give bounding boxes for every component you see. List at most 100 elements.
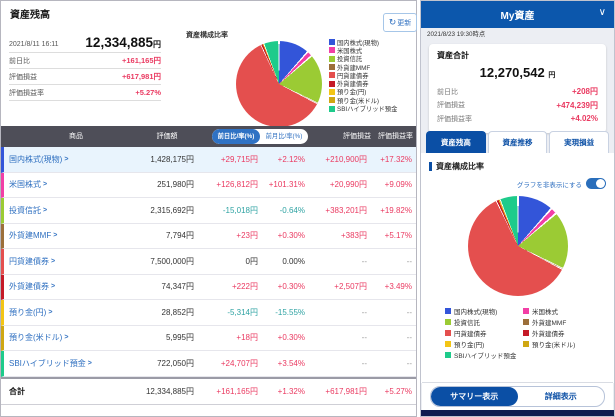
tab-realized-pl[interactable]: 実現損益	[549, 131, 610, 153]
chevron-right-icon: >	[64, 155, 69, 163]
product-link[interactable]: 米国株式	[9, 180, 41, 190]
total-pl: +617,981円	[325, 386, 367, 396]
summary-row-value: +4.02%	[570, 114, 598, 124]
summary-row-value: +161,165円	[122, 56, 161, 65]
toggle-day-rate[interactable]: 前日比/率(%)	[212, 129, 260, 144]
product-link[interactable]: 円貨建債券	[9, 256, 49, 266]
table-row[interactable]: 預り金(米ドル) >5,995円 +18円 +0.30% -- --	[1, 325, 416, 351]
product-link[interactable]: SBIハイブリッド預金	[9, 358, 86, 368]
summary-row: 評価損益率 +5.27%	[9, 85, 161, 101]
graph-toggle-row: グラフを非表示にする	[421, 172, 614, 189]
summary-row-label: 評価損益率	[9, 89, 44, 97]
cell-pl: +2,507円	[334, 282, 367, 292]
table-row[interactable]: SBIハイブリッド預金 >722,050円 +24,707円 +3.54% -- --	[1, 351, 416, 377]
table-row[interactable]: 外貨建債券 >74,347円 +222円 +0.30% +2,507円 +3.49%	[1, 274, 416, 300]
chevron-right-icon: >	[51, 257, 56, 265]
legend-item: 国内株式(現物)	[329, 38, 397, 47]
legend-swatch	[329, 64, 335, 71]
summary-row-label: 前日比	[9, 57, 30, 65]
pc-asset-balance-panel: 資産残高 ↻ 更新 2021/8/11 16:11 12,334,885円 前日…	[0, 0, 417, 417]
timestamp: 2021/8/11 16:11	[9, 41, 59, 48]
legend-label: 米国株式	[532, 309, 558, 316]
cell-value: 7,794円	[165, 231, 194, 241]
cell-pl: --	[361, 307, 367, 317]
chevron-down-icon[interactable]: ∨	[598, 7, 606, 18]
legend-item: 外貨建MMF	[523, 318, 614, 327]
cell-pl_rate: +17.32%	[380, 154, 412, 164]
legend-swatch	[523, 308, 529, 314]
legend-label: SBIハイブリッド預金	[454, 353, 517, 360]
legend-item: 円貨建債券	[329, 71, 397, 80]
chevron-right-icon: >	[43, 181, 48, 189]
product-link[interactable]: 預り金(円)	[9, 307, 47, 317]
cell-day: +18円	[236, 333, 258, 343]
table-row[interactable]: 外貨建MMF >7,794円 +23円 +0.30% +383円 +5.17%	[1, 223, 416, 249]
graph-visibility-switch[interactable]	[586, 178, 606, 189]
pie-legend: 国内株式(現物) 米国株式 投資信託 外貨建MMF 円貨建債券 外貨建債券 預り金(円) 預り…	[329, 38, 397, 113]
table-row[interactable]: 預り金(円) >28,852円 -5,314円 -15.55% -- --	[1, 300, 416, 326]
legend-swatch	[329, 39, 335, 46]
legend-swatch	[329, 97, 335, 104]
legend-swatch	[329, 88, 335, 95]
col-header-pl: 評価損益	[343, 133, 371, 140]
legend-label: 預り金(円)	[454, 342, 485, 349]
legend-swatch	[329, 55, 335, 62]
detail-view-button[interactable]: 詳細表示	[544, 392, 577, 401]
refresh-button[interactable]: ↻ 更新	[383, 13, 417, 32]
toggle-month-rate[interactable]: 前月比/率(%)	[265, 133, 303, 140]
asset-table: 商品 評価額 前日比/率(%) 前月比/率(%) 評価損益 評価損益率 国内株式…	[1, 126, 416, 405]
cell-pl: +383円	[340, 231, 367, 241]
cell-day_rate: 0.00%	[282, 256, 305, 266]
summary-row-value: +474,239円	[556, 100, 598, 110]
product-name: 米国株式 >	[9, 179, 119, 190]
summary-row: 評価損益 +617,981円	[9, 69, 161, 85]
product-link[interactable]: 外貨建債券	[9, 282, 49, 292]
legend-item: 外貨建MMF	[329, 63, 397, 72]
legend-label: 預り金(米ドル)	[532, 342, 576, 349]
cell-value: 722,050円	[157, 358, 194, 368]
tab-asset-balance[interactable]: 資産残高	[426, 131, 486, 153]
chevron-right-icon: >	[53, 232, 58, 240]
product-link[interactable]: 外貨建MMF	[9, 231, 52, 241]
table-row[interactable]: 円貨建債券 >7,500,000円 0円 0.00% -- --	[1, 249, 416, 275]
legend-swatch	[523, 341, 529, 347]
product-name: 外貨建MMF >	[9, 230, 119, 241]
legend-swatch	[329, 72, 335, 79]
table-row[interactable]: 米国株式 >251,980円 +126,812円 +101.31% +20,990円 +9…	[1, 172, 416, 198]
legend-label: 国内株式(現物)	[337, 39, 379, 47]
table-row[interactable]: 国内株式(現物) >1,428,175円 +29,715円 +2.12% +210,90…	[1, 147, 416, 173]
summary-row-label: 評価損益	[437, 102, 465, 110]
legend-label: 円貨建債券	[454, 331, 487, 338]
product-link[interactable]: 預り金(米ドル)	[9, 333, 63, 343]
cell-day_rate: +0.30%	[277, 282, 305, 292]
total-pl-rate: +5.27%	[384, 386, 412, 396]
cell-day: +23円	[236, 231, 258, 241]
page-title: 資産残高	[10, 10, 50, 21]
legend-item: 預り金(米ドル)	[329, 96, 397, 105]
cell-day_rate: -15.55%	[275, 307, 305, 317]
legend-label: 外貨建債券	[532, 331, 565, 338]
summary-row-label: 評価損益率	[437, 115, 472, 123]
chevron-right-icon: >	[48, 308, 53, 316]
pie-legend-mobile: 国内株式(現物) 米国株式 投資信託 外貨建MMF 円貨建債券 外貨建債券 預り金(円) 預り…	[445, 307, 614, 360]
legend-label: 外貨建MMF	[337, 64, 371, 72]
summary-view-button[interactable]: サマリー表示	[431, 387, 518, 406]
table-total-row: 合計 12,334,885円 +161,165円 +1.32% +617,981…	[1, 376, 416, 405]
tab-asset-trend[interactable]: 資産推移	[487, 131, 548, 153]
table-header: 商品 評価額 前日比/率(%) 前月比/率(%) 評価損益 評価損益率	[1, 126, 416, 147]
cell-pl_rate: --	[406, 256, 412, 266]
legend-label: 外貨建債券	[337, 81, 369, 89]
table-row[interactable]: 投資信託 >2,315,692円 -15,018円 -0.64% +383,201円 +1…	[1, 198, 416, 224]
total-value: 12,334,885円	[145, 386, 194, 396]
cell-day: -5,314円	[227, 307, 258, 317]
product-link[interactable]: 投資信託	[9, 205, 41, 215]
product-link[interactable]: 国内株式(現物)	[9, 154, 63, 164]
switch-knob	[596, 179, 605, 188]
total-day-rate: +1.32%	[277, 386, 305, 396]
graph-toggle-label[interactable]: グラフを非表示にする	[516, 181, 582, 189]
chevron-right-icon: >	[87, 359, 92, 367]
product-name: 国内株式(現物) >	[9, 154, 119, 165]
legend-label: 預り金(円)	[337, 89, 367, 97]
cell-pl_rate: +3.49%	[384, 282, 412, 292]
summary-row: 前日比 +208円	[437, 85, 598, 99]
